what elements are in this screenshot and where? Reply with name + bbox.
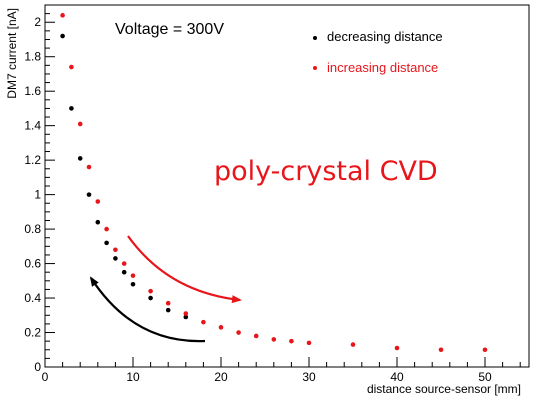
data-point-decreasing [183, 314, 189, 320]
y-tick-label: 0 [34, 360, 41, 374]
legend-label-decreasing: decreasing distance [327, 29, 443, 44]
legend-label-increasing: increasing distance [327, 60, 438, 75]
data-point-increasing [201, 319, 206, 325]
x-axis: 0 10 20 30 40 50 [42, 357, 521, 384]
data-point-increasing [148, 288, 153, 294]
data-point-decreasing [86, 192, 92, 197]
y-tick-label: 0.4 [24, 291, 41, 305]
y-tick-label: 1 [34, 188, 41, 202]
data-point-decreasing [77, 156, 83, 161]
y-tick-label: 1.2 [24, 153, 41, 167]
legend: decreasing distance increasing distance [313, 29, 443, 75]
data-point-decreasing [95, 219, 101, 225]
y-tick-label: 1.8 [24, 50, 41, 64]
x-tick-label: 30 [302, 370, 316, 384]
data-point-decreasing [130, 281, 136, 287]
data-point-increasing [289, 338, 294, 344]
legend-marker-decreasing [313, 36, 317, 40]
y-tick-label: 0.8 [24, 222, 41, 236]
data-point-increasing [271, 337, 277, 342]
data-point-increasing [113, 247, 118, 253]
y-tick-label: 0.6 [24, 257, 41, 271]
data-point-increasing [253, 333, 259, 339]
series-decreasing [60, 33, 189, 320]
data-point-decreasing [165, 307, 171, 313]
x-tick-label: 20 [214, 370, 228, 384]
data-point-increasing [482, 347, 488, 353]
data-point-increasing [104, 226, 109, 232]
data-point-increasing [218, 325, 224, 330]
increasing-direction-arrow [127, 235, 242, 304]
x-tick-label: 10 [126, 370, 140, 384]
x-axis-title: distance source-sensor [mm] [367, 382, 521, 396]
data-point-increasing [95, 199, 101, 204]
data-point-increasing [86, 164, 92, 170]
data-point-decreasing [148, 295, 153, 301]
legend-marker-increasing [313, 66, 317, 70]
data-point-decreasing [113, 256, 118, 261]
y-axis: 0 0.2 0.4 0.6 0.8 1 1.2 1.4 1.6 1.8 2 [24, 4, 55, 374]
data-point-increasing [130, 273, 136, 278]
x-tick-label: 50 [478, 370, 492, 384]
y-tick-label: 1.6 [24, 84, 41, 98]
voltage-label: Voltage = 300V [115, 21, 224, 38]
data-point-decreasing [104, 240, 109, 246]
data-point-increasing [60, 13, 65, 18]
data-point-increasing [165, 300, 171, 306]
data-point-increasing [394, 345, 400, 351]
data-point-increasing [69, 64, 74, 70]
series-increasing [60, 13, 488, 353]
y-axis-title: DM7 current [nA] [5, 8, 19, 99]
y-tick-label: 1.4 [24, 119, 41, 133]
data-point-increasing [350, 342, 356, 347]
data-point-decreasing [121, 269, 127, 275]
data-point-decreasing [69, 106, 74, 111]
data-point-increasing [236, 330, 241, 335]
data-point-decreasing [60, 33, 65, 39]
x-tick-label: 0 [42, 370, 49, 384]
data-point-increasing [183, 311, 189, 316]
x-tick-label: 40 [390, 370, 404, 384]
data-point-increasing [306, 340, 312, 346]
decreasing-direction-arrow [89, 276, 206, 343]
data-point-increasing [438, 347, 444, 353]
y-tick-label: 0.2 [24, 326, 41, 340]
y-tick-label: 2 [34, 15, 41, 29]
data-point-increasing [121, 261, 127, 266]
data-point-increasing [77, 121, 83, 127]
material-label: poly-crystal CVD [214, 156, 438, 187]
